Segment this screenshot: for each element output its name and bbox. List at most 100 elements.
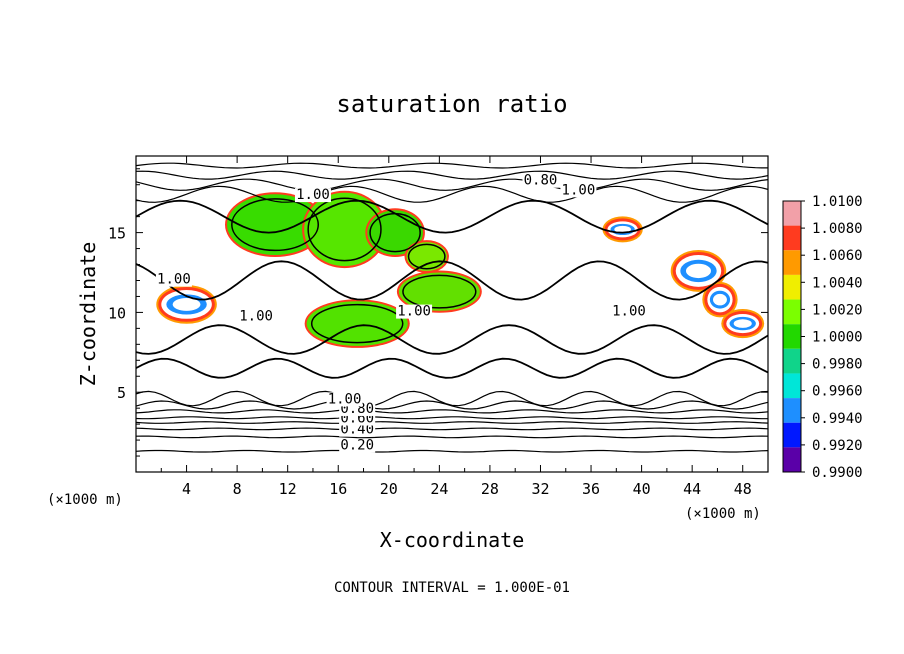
y-axis: 5 10 15 bbox=[108, 168, 768, 457]
contour-label-bg bbox=[339, 422, 376, 437]
contour-line bbox=[136, 449, 768, 453]
colorbar-label: 1.0080 bbox=[812, 221, 863, 237]
contour-line bbox=[136, 170, 768, 180]
colorbar-label: 0.9940 bbox=[812, 411, 863, 427]
x-tick-label: 12 bbox=[279, 480, 297, 498]
y-tick-label: 15 bbox=[108, 225, 126, 243]
colorbar-label: 1.0020 bbox=[812, 302, 863, 318]
contour-line-1.00 bbox=[136, 199, 768, 234]
contour-line bbox=[136, 416, 768, 420]
colorbar-swatch bbox=[783, 348, 801, 374]
contour-label-bg bbox=[155, 272, 192, 287]
x-tick-label: 40 bbox=[633, 480, 651, 498]
colorbar-label: 1.0060 bbox=[812, 248, 863, 264]
contour-label: 1.00 bbox=[239, 308, 273, 324]
contour-label: 0.80 bbox=[524, 173, 558, 189]
contour-loop bbox=[369, 212, 421, 253]
contour-loop bbox=[307, 197, 382, 262]
colorbar-swatch bbox=[783, 324, 801, 349]
x-axis-label: X-coordinate bbox=[380, 528, 525, 552]
x-tick-label: 36 bbox=[582, 480, 600, 498]
contour-lines bbox=[136, 162, 768, 453]
contour-label: 1.00 bbox=[397, 304, 431, 320]
colorbar-label: 1.0040 bbox=[812, 275, 863, 291]
contour-label: 0.20 bbox=[340, 438, 374, 454]
cloud-region bbox=[306, 301, 408, 346]
contour-label-bg bbox=[560, 183, 597, 198]
contour-label: 1.00 bbox=[157, 272, 191, 288]
subsaturated-inner bbox=[614, 225, 631, 234]
plot-frame bbox=[135, 155, 769, 473]
contour-label-bg bbox=[522, 173, 559, 188]
colorbar-label: 0.9960 bbox=[812, 384, 863, 400]
x-tick-label: 20 bbox=[380, 480, 398, 498]
contour-label: 1.00 bbox=[562, 182, 596, 198]
cloud-region bbox=[406, 242, 447, 271]
subsaturated-inner bbox=[172, 297, 201, 311]
colorbar-label: 1.0000 bbox=[812, 330, 863, 346]
plot-area bbox=[136, 156, 768, 472]
contour-label-bg bbox=[610, 304, 647, 319]
saturation-field bbox=[156, 190, 765, 348]
colorbar-label: 1.0100 bbox=[812, 194, 863, 210]
y-axis-label: Z-coordinate bbox=[76, 242, 100, 387]
cloud-region bbox=[398, 272, 480, 311]
contour-line bbox=[136, 390, 768, 407]
y-tick-label: 5 bbox=[117, 384, 126, 402]
contour-line bbox=[136, 427, 768, 431]
plot-background bbox=[136, 156, 768, 472]
colorbar-swatch bbox=[783, 225, 801, 251]
contour-label: 1.00 bbox=[296, 187, 330, 203]
x-axis: 4 8 12 16 20 24 28 32 36 40 44 48 bbox=[160, 156, 752, 498]
x-units-left: (×1000 m) bbox=[47, 492, 123, 508]
contour-label: 0.40 bbox=[340, 422, 374, 438]
y-tick-label: 10 bbox=[108, 304, 126, 322]
colorbar-swatch bbox=[783, 250, 801, 275]
contour-label-bg bbox=[294, 188, 331, 203]
contour-loop bbox=[231, 198, 320, 252]
contour-line-1.00 bbox=[136, 324, 768, 355]
colorbar-label: 0.9900 bbox=[812, 465, 863, 481]
x-tick-label: 48 bbox=[734, 480, 752, 498]
colorbar-swatch bbox=[783, 422, 801, 448]
x-tick-label: 32 bbox=[531, 480, 549, 498]
subsaturated-inner bbox=[713, 293, 727, 306]
x-tick-label: 8 bbox=[233, 480, 242, 498]
contour-line bbox=[136, 185, 768, 203]
x-tick-label: 28 bbox=[481, 480, 499, 498]
contour-line bbox=[136, 435, 768, 439]
subsaturated-inner bbox=[685, 263, 711, 279]
colorbar-swatch bbox=[783, 299, 801, 325]
contour-loop bbox=[407, 243, 446, 270]
chart-title: saturation ratio bbox=[336, 90, 567, 118]
contour-loop bbox=[402, 274, 477, 309]
colorbar-swatch bbox=[783, 201, 801, 226]
contour-label: 1.00 bbox=[328, 391, 362, 407]
x-tick-label: 4 bbox=[182, 480, 191, 498]
contour-line bbox=[136, 162, 768, 169]
contour-labels: 0.200.400.600.801.001.001.001.001.00 1.00… bbox=[155, 173, 647, 454]
colorbar-label: 0.9980 bbox=[812, 357, 863, 373]
colorbar: 1.0100 1.0080 1.0060 1.0040 1.0020 1.0000 0.99… bbox=[782, 194, 863, 481]
contour-label-bg bbox=[339, 438, 376, 453]
contour-line bbox=[136, 409, 768, 414]
contour-label-bg bbox=[396, 304, 433, 319]
contour-line-1.00 bbox=[136, 357, 768, 379]
x-units-right: (×1000 m) bbox=[685, 506, 761, 522]
subsaturated-inner bbox=[733, 319, 752, 328]
colorbar-swatch bbox=[783, 447, 801, 472]
x-tick-label: 24 bbox=[430, 480, 448, 498]
contour-loop bbox=[310, 303, 404, 344]
x-tick-label: 16 bbox=[329, 480, 347, 498]
colorbar-swatch bbox=[783, 274, 801, 300]
contour-line bbox=[136, 178, 768, 191]
contour-label-bg bbox=[326, 392, 363, 407]
x-tick-label: 44 bbox=[683, 480, 701, 498]
cloud-region bbox=[227, 194, 324, 255]
contour-line bbox=[136, 421, 768, 424]
colorbar-swatch bbox=[783, 398, 801, 423]
colorbar-label: 0.9920 bbox=[812, 438, 863, 454]
contour-line-1.00 bbox=[136, 260, 768, 301]
contour-interval-note: CONTOUR INTERVAL = 1.000E-01 bbox=[334, 580, 570, 596]
